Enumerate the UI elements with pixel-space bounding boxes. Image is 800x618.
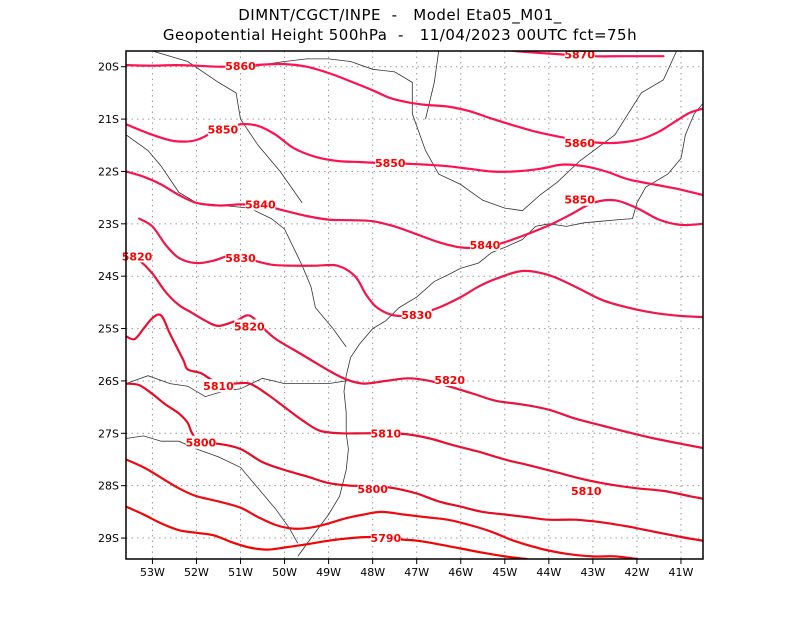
- state-border: [522, 51, 677, 211]
- contour-label-bg: [203, 379, 234, 393]
- axis-ticks: 20S 21S 22S 23S 24S 25S 26S 27S 28S 29S 53W 52W 51W 5…: [98, 61, 694, 579]
- contour-label-5820: 5820: [234, 320, 265, 333]
- contour-label-bg: [225, 250, 256, 264]
- map-title-line-1: DIMNT/CGCT/INPE - Model Eta05_M01_: [238, 6, 562, 24]
- contour-label-bg: [564, 136, 595, 150]
- contour-labels: 5870 5860 5860 5850 5850 5850 5840 5840 5830 5830…: [122, 47, 602, 545]
- contour-label-bg: [401, 307, 432, 321]
- contour-label-bg: [564, 192, 595, 206]
- lat-tick-label: 24S: [98, 270, 119, 283]
- lat-tick-label: 27S: [98, 427, 119, 440]
- state-border: [425, 51, 440, 120]
- lat-tick-label: 28S: [98, 480, 119, 493]
- contour-label-5830: 5830: [401, 309, 432, 322]
- state-border: [126, 134, 347, 348]
- lon-tick-label: 42W: [624, 566, 649, 579]
- contour-label-5850: 5850: [564, 194, 595, 207]
- lon-tick-label: 43W: [580, 566, 605, 579]
- lat-tick-label: 20S: [98, 61, 119, 74]
- contour-label-bg: [375, 156, 406, 170]
- lat-tick-label: 22S: [98, 165, 119, 178]
- contour-label-5850: 5850: [375, 157, 406, 170]
- contour-label-5800: 5800: [186, 437, 217, 450]
- contour-label-bg: [571, 483, 602, 497]
- contour-5830: [126, 254, 703, 450]
- contour-label-5810: 5810: [571, 485, 602, 498]
- contour-label-5860: 5860: [225, 60, 256, 73]
- lon-tick-label: 51W: [228, 566, 253, 579]
- contour-label-bg: [370, 531, 401, 545]
- lon-tick-label: 53W: [140, 566, 165, 579]
- contour-5840: [138, 217, 703, 319]
- contour-label-5870: 5870: [564, 49, 595, 62]
- lon-tick-label: 50W: [272, 566, 297, 579]
- lon-tick-label: 47W: [404, 566, 429, 579]
- contour-label-5810: 5810: [203, 380, 234, 393]
- lat-tick-label: 25S: [98, 323, 119, 336]
- contour-label-5860: 5860: [564, 137, 595, 150]
- contour-label-bg: [122, 249, 153, 263]
- map-title-line-2: Geopotential Height 500hPa - 11/04/2023 …: [162, 26, 638, 44]
- state-border: [240, 58, 523, 212]
- contour-label-bg: [357, 481, 388, 495]
- contour-label-5820: 5820: [434, 374, 465, 387]
- lat-tick-label: 26S: [98, 375, 119, 388]
- lat-tick-label: 23S: [98, 218, 119, 231]
- contour-label-5810: 5810: [371, 427, 402, 440]
- contour-5800: [126, 458, 638, 559]
- lon-tick-label: 46W: [448, 566, 473, 579]
- contour-label-5850: 5850: [208, 124, 239, 137]
- lon-tick-label: 45W: [492, 566, 517, 579]
- contour-label-bg: [185, 435, 216, 449]
- contour-label-bg: [207, 122, 238, 136]
- contour-label-bg: [434, 372, 465, 386]
- lon-tick-label: 49W: [316, 566, 341, 579]
- state-border: [126, 435, 299, 544]
- plot-frame: [125, 50, 704, 560]
- contour-5820: [126, 313, 703, 500]
- lon-tick-label: 41W: [669, 566, 694, 579]
- contour-label-bg: [245, 197, 276, 211]
- contour-label-5800: 5800: [357, 483, 388, 496]
- state-border: [126, 375, 347, 398]
- contour-label-bg: [370, 426, 401, 440]
- lat-tick-label: 21S: [98, 113, 119, 126]
- contour-label-bg: [234, 319, 265, 333]
- contour-label-5840: 5840: [245, 198, 276, 211]
- contour-5810: [126, 382, 703, 542]
- lat-tick-label: 29S: [98, 532, 119, 545]
- lon-tick-label: 52W: [184, 566, 209, 579]
- contour-label-5840: 5840: [470, 239, 501, 252]
- contour-label-5830: 5830: [225, 252, 256, 265]
- contour-label-bg: [469, 237, 500, 251]
- contour-label-5790: 5790: [371, 532, 402, 545]
- contour-5790: [126, 505, 528, 559]
- contour-label-5820: 5820: [122, 250, 153, 263]
- lon-tick-label: 44W: [536, 566, 561, 579]
- contour-label-bg: [225, 59, 256, 73]
- lon-tick-label: 48W: [360, 566, 385, 579]
- contour-5850: [126, 170, 703, 250]
